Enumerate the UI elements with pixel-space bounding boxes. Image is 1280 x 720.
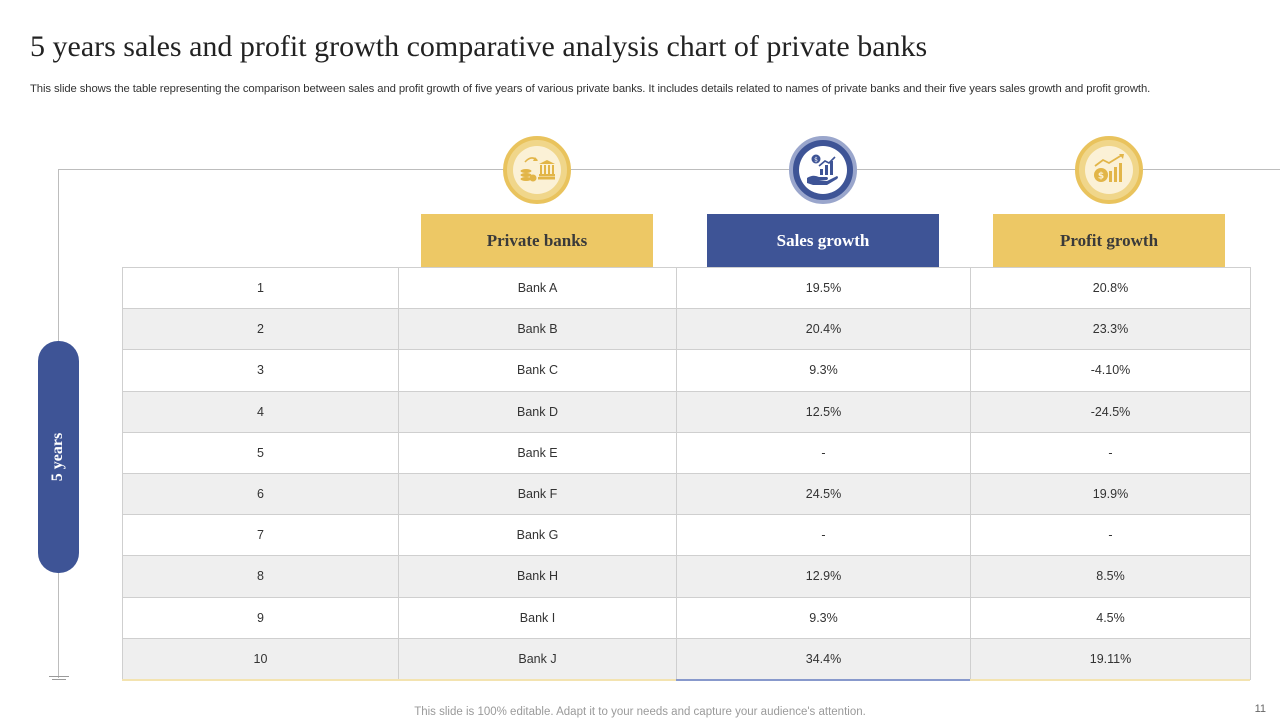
- row-number: 2: [122, 308, 399, 351]
- bank-name: Bank C: [398, 349, 677, 392]
- footer-text: This slide is 100% editable. Adapt it to…: [414, 706, 866, 718]
- row-number: 6: [122, 472, 399, 516]
- sales-growth-value: 24.5%: [676, 472, 971, 516]
- hand-growth-chart-icon-badge: $: [789, 136, 857, 204]
- dollar-bar-chart-icon-badge: $: [1075, 136, 1143, 204]
- sales-growth-value: -: [676, 514, 971, 557]
- table-row: 5 Bank E - -: [122, 431, 1251, 474]
- profit-growth-value: -24.5%: [970, 390, 1251, 433]
- table-row: 3 Bank C 9.3% -4.10%: [122, 349, 1251, 392]
- slide-subtitle: This slide shows the table representing …: [30, 83, 1151, 95]
- profit-growth-value: 19.9%: [970, 472, 1251, 516]
- bank-name: Bank H: [398, 555, 677, 598]
- table-row: 10 Bank J 34.4% 19.11%: [122, 637, 1251, 680]
- bank-name: Bank A: [398, 266, 677, 310]
- bank-name: Bank F: [398, 472, 677, 516]
- sales-growth-value: 19.5%: [676, 266, 971, 310]
- row-number: 4: [122, 390, 399, 433]
- column-header-sales-growth: Sales growth: [707, 214, 939, 268]
- svg-text:$: $: [814, 157, 818, 164]
- ground-line: [52, 679, 66, 680]
- row-number: 10: [122, 637, 399, 680]
- profit-growth-value: 23.3%: [970, 308, 1251, 351]
- sales-growth-value: 12.5%: [676, 390, 971, 433]
- row-number: 5: [122, 431, 399, 474]
- row-number: 1: [122, 266, 399, 310]
- row-number: 9: [122, 596, 399, 639]
- sales-growth-value: 12.9%: [676, 555, 971, 598]
- page-number: 11: [1254, 703, 1266, 715]
- table-row: 7 Bank G - -: [122, 514, 1251, 557]
- years-label-pill: 5 years: [38, 341, 79, 573]
- coins-bank-icon: [520, 157, 555, 182]
- profit-growth-value: 20.8%: [970, 266, 1251, 310]
- table-row: 2 Bank B 20.4% 23.3%: [122, 308, 1251, 351]
- sales-growth-value: 34.4%: [676, 637, 971, 680]
- profit-growth-value: -: [970, 514, 1251, 557]
- table-row: 1 Bank A 19.5% 20.8%: [122, 266, 1251, 310]
- bank-name: Bank D: [398, 390, 677, 433]
- bank-name: Bank I: [398, 596, 677, 639]
- table-bottom-accent: [970, 679, 1250, 681]
- hand-growth-chart-icon: $: [807, 154, 838, 185]
- slide-footer: This slide is 100% editable. Adapt it to…: [0, 706, 1280, 718]
- bank-growth-table: 1 Bank A 19.5% 20.8% 2 Bank B 20.4% 23.3…: [122, 266, 1251, 680]
- profit-growth-value: 4.5%: [970, 596, 1251, 639]
- sales-growth-value: -: [676, 431, 971, 474]
- sales-growth-value: 20.4%: [676, 308, 971, 351]
- profit-growth-value: 8.5%: [970, 555, 1251, 598]
- column-header-private-banks: Private banks: [421, 214, 653, 268]
- row-number: 3: [122, 349, 399, 392]
- dollar-bar-chart-icon: $: [1094, 154, 1124, 182]
- profit-growth-value: -: [970, 431, 1251, 474]
- slide-title: 5 years sales and profit growth comparat…: [30, 30, 928, 63]
- column-header-profit-growth: Profit growth: [993, 214, 1225, 268]
- bank-name: Bank J: [398, 637, 677, 680]
- table-bottom-accent: [676, 679, 970, 681]
- bracket-top-line: [58, 169, 1280, 170]
- sales-growth-value: 9.3%: [676, 596, 971, 639]
- table-row: 9 Bank I 9.3% 4.5%: [122, 596, 1251, 639]
- years-label: 5 years: [49, 432, 67, 482]
- table-row: 4 Bank D 12.5% -24.5%: [122, 390, 1251, 433]
- row-number: 7: [122, 514, 399, 557]
- bank-name: Bank B: [398, 308, 677, 351]
- ground-line: [49, 676, 69, 677]
- bank-name: Bank G: [398, 514, 677, 557]
- sales-growth-value: 9.3%: [676, 349, 971, 392]
- coins-bank-icon-badge: [503, 136, 571, 204]
- profit-growth-value: 19.11%: [970, 637, 1251, 680]
- svg-text:$: $: [1098, 172, 1104, 182]
- table-bottom-accent: [122, 679, 676, 681]
- table-row: 6 Bank F 24.5% 19.9%: [122, 472, 1251, 516]
- table-row: 8 Bank H 12.9% 8.5%: [122, 555, 1251, 598]
- bank-name: Bank E: [398, 431, 677, 474]
- row-number: 8: [122, 555, 399, 598]
- profit-growth-value: -4.10%: [970, 349, 1251, 392]
